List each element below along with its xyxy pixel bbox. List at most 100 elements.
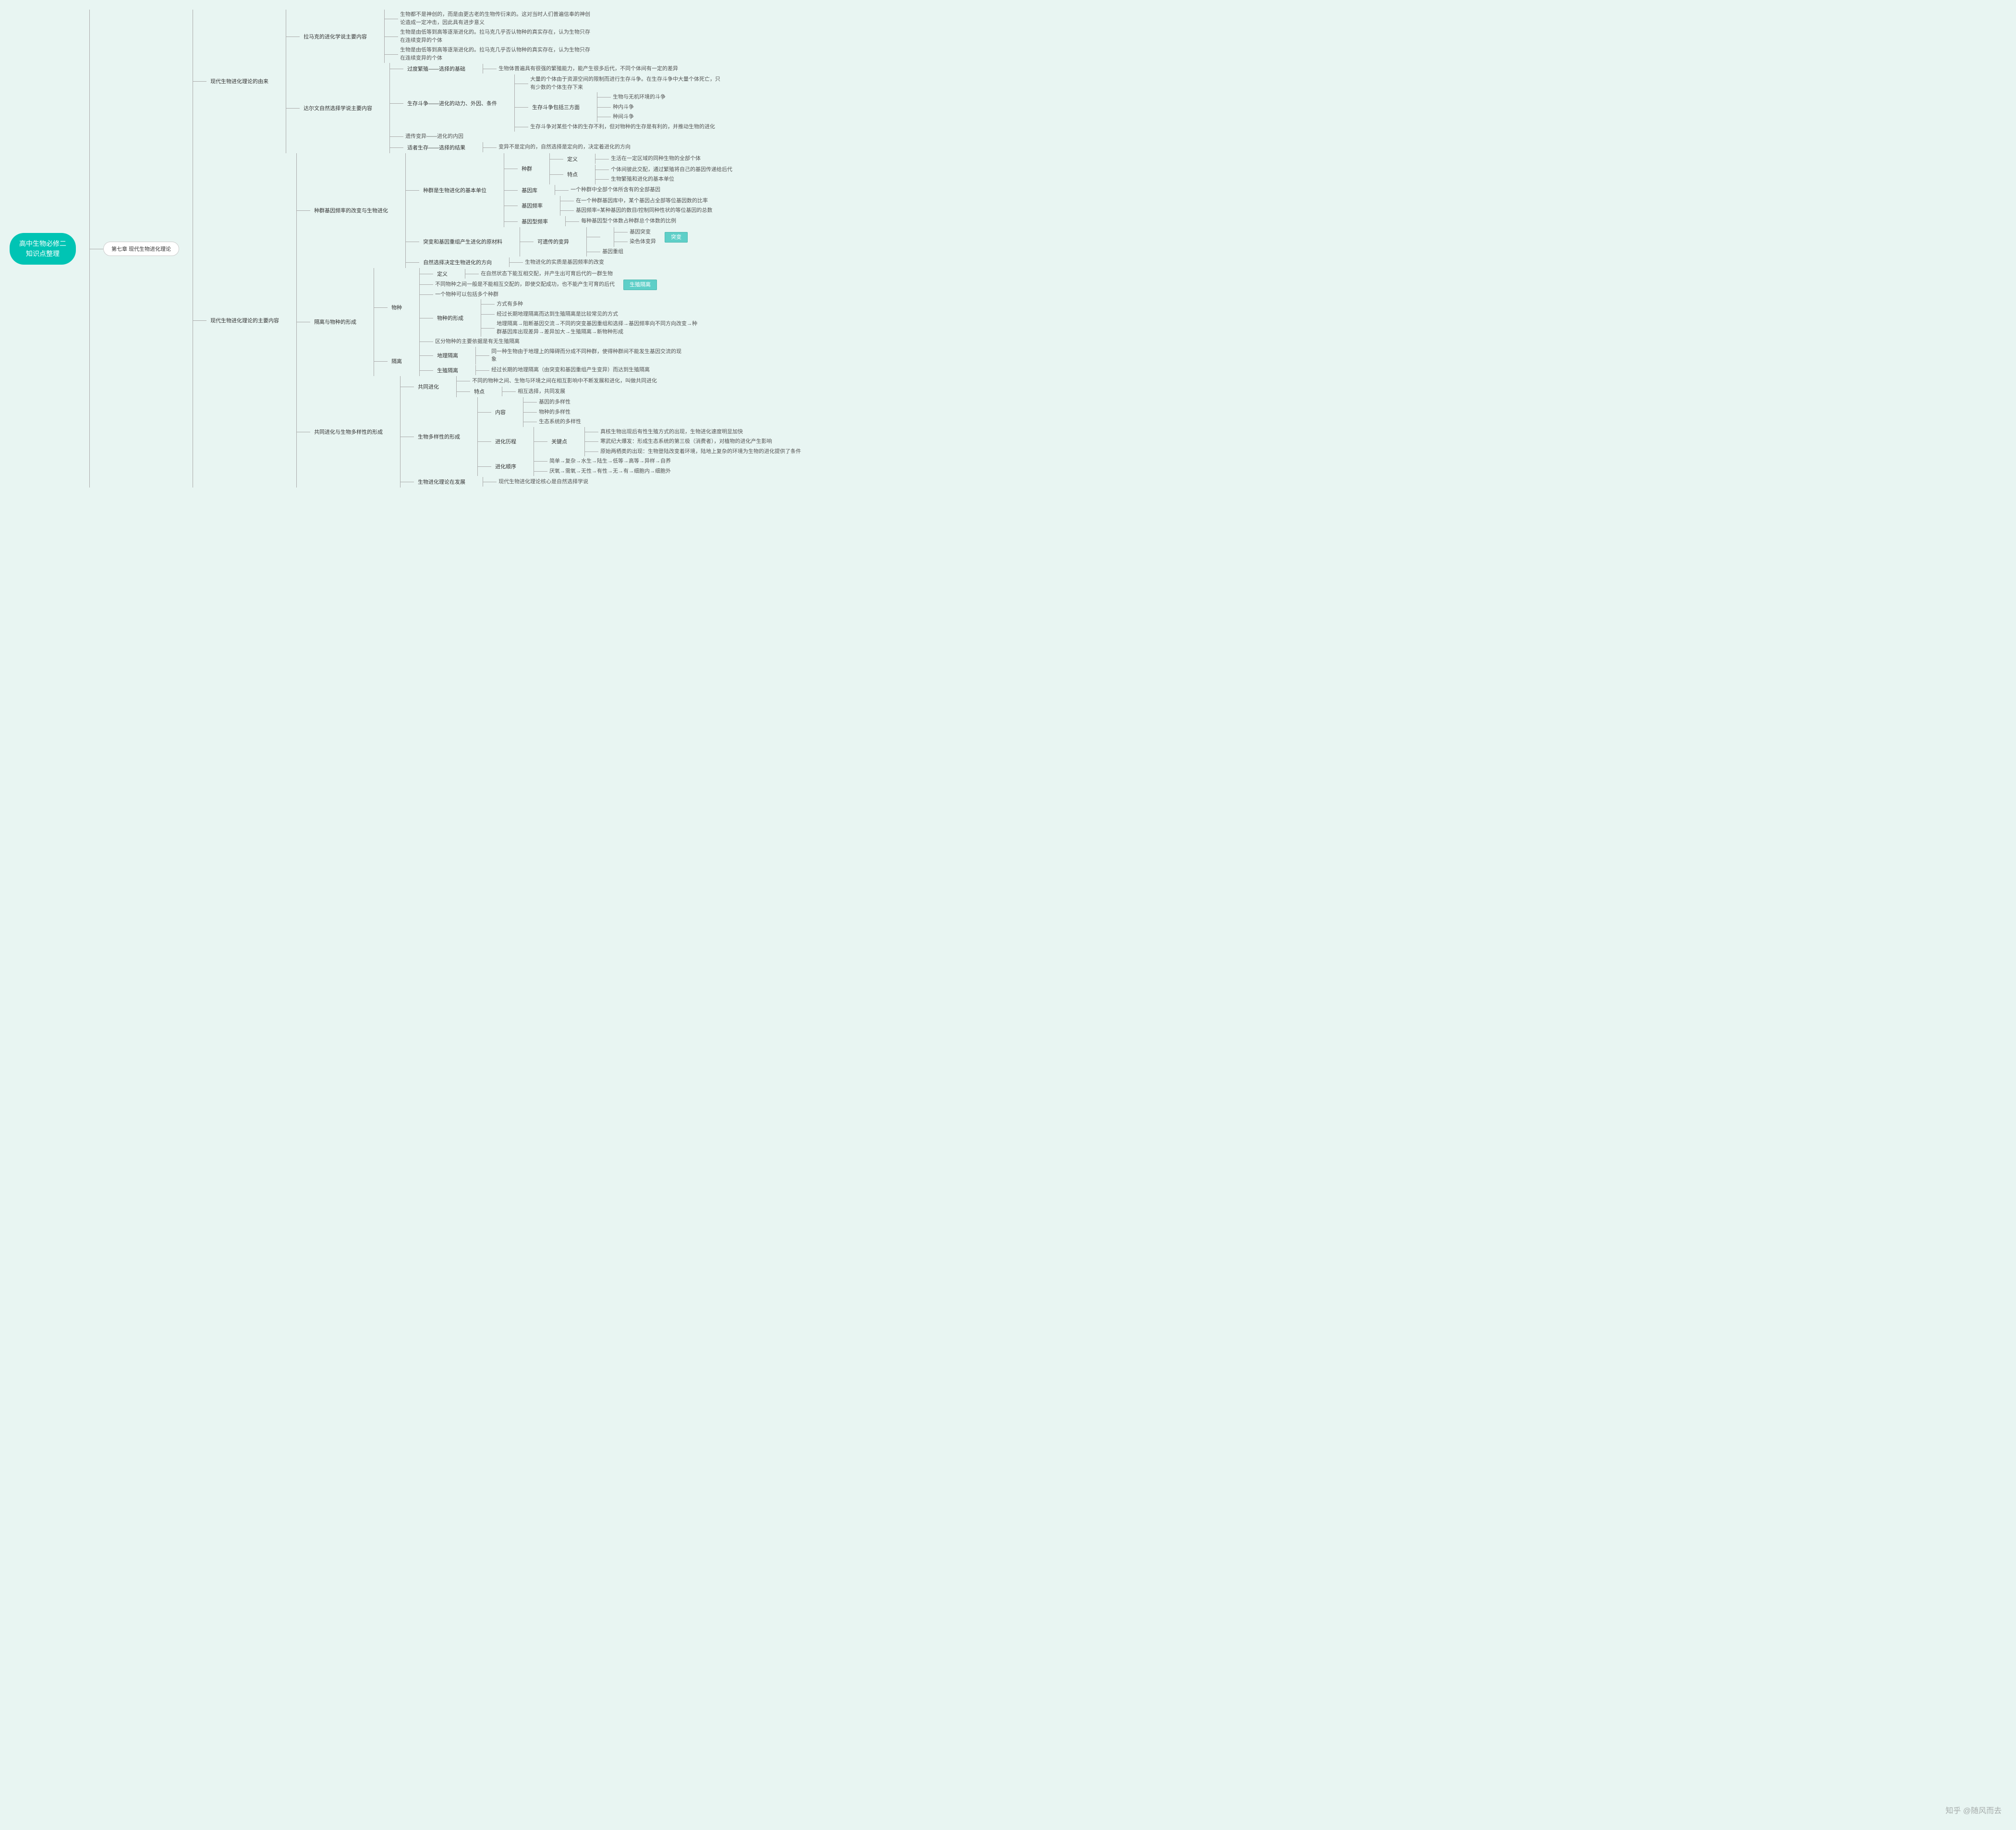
text: 内容 xyxy=(491,406,510,418)
text: 不同的物种之间、生物与环境之间在相互影响中不断发展和进化，叫做共同进化 xyxy=(470,376,657,386)
leaf: 经过长期的地理隔离（由突变和基因重组产生变异）而达到生殖隔离 xyxy=(476,365,650,375)
watermark: 知乎 @随风而去 xyxy=(1945,1804,2002,1816)
chapter-node[interactable]: 第七章 现代生物进化理论 现代生物进化理论的由来 拉马克的进化学说主要内容 生物… xyxy=(90,10,801,488)
root-line2: 知识点整理 xyxy=(19,249,66,259)
darwin-a1[interactable]: 过度繁殖——选择的基础 生物体普遍具有很强的繁殖能力，能产生很多后代，不同个体间… xyxy=(390,63,722,74)
leaf: 种内斗争 xyxy=(597,102,666,112)
text: 现代生物进化理论核心是自然选择学说 xyxy=(497,477,588,487)
darwin-a2[interactable]: 生存斗争——进化的动力、外因、条件 大量的个体由于资源空间的限制而进行生存斗争。… xyxy=(390,74,722,132)
s2p3-node[interactable]: 共同进化与生物多样性的形成 共同进化 不同的物种之间、生物与环境之间在相互影响中… xyxy=(297,376,801,488)
text: 一个物种可以包括多个种群 xyxy=(433,290,498,300)
text: 共同进化与生物多样性的形成 xyxy=(310,426,387,438)
pop-feat[interactable]: 特点 个体间彼此交配，通过繁殖将自己的基因传递给后代 生物繁殖和进化的基本单位 xyxy=(550,165,732,184)
pop-node[interactable]: 种群 定义 生活在一定区域的同种生物的全部个体 xyxy=(504,153,732,184)
leaf: 原始两栖类的出现：生物登陆改变着环境，陆地上复杂的环境为生物的进化提供了条件 xyxy=(585,447,801,457)
dev-node[interactable]: 生物进化理论在发展 现代生物进化理论核心是自然选择学说 xyxy=(401,476,801,488)
rep-iso[interactable]: 生殖隔离 经过长期的地理隔离（由突变和基因重组产生变异）而达到生殖隔离 xyxy=(420,365,683,376)
s2p1-node[interactable]: 种群基因频率的改变与生物进化 种群是生物进化的基本单位 种群 xyxy=(297,153,801,268)
text: 大量的个体由于资源空间的限制而进行生存斗争。在生存斗争中大量个体死亡，只有少数的… xyxy=(528,74,722,92)
div-hist[interactable]: 进化历程 关键点 真核生物出现后有性生殖方式的出现，生物进化速度明显加快 xyxy=(478,427,801,457)
text: 相互选择，共同发展 xyxy=(516,387,565,397)
species-form[interactable]: 物种的形成 方式有多种 经过长期地理隔离而达到生殖隔离是比较常见的方式 地理隔离… xyxy=(420,299,698,337)
text: 区分物种的主要依据是有无生殖隔离 xyxy=(433,337,520,347)
div-node[interactable]: 生物多样性的形成 内容 基因的多样性 物种的多样性 生态系 xyxy=(401,397,801,476)
text: 进化顺序 xyxy=(491,461,520,472)
div-order[interactable]: 进化顺序 简单→复杂→水生→陆生→低等→高等→异样→自养 厌氧→需氧→无性→有性… xyxy=(478,456,801,476)
leaf: 方式有多种 xyxy=(481,299,698,309)
text: 生态系统的多样性 xyxy=(537,417,581,427)
text: 一个种群中全部个体所含有的全部基因 xyxy=(569,185,660,195)
isolation-node[interactable]: 隔离 地理隔离 同一种生物由于地理上的障碍而分成不同种群，使得种群间不能发生基因… xyxy=(374,347,698,376)
leaf: 个体间彼此交配，通过繁殖将自己的基因传递给后代 xyxy=(595,165,732,175)
text: 种间斗争 xyxy=(611,112,634,122)
darwin-a4[interactable]: 适者生存——选择的结果 变异不是定向的，自然选择是定向的，决定着进化的方向 xyxy=(390,142,722,153)
text: 种群是生物进化的基本单位 xyxy=(419,184,490,196)
species-node[interactable]: 物种 定义 在自然状态下能互相交配，并产生出可育后代的一群生物 不同物种之间 xyxy=(374,268,698,347)
text: 生物进化的实质是基因频率的改变 xyxy=(523,257,604,268)
mut-node[interactable]: 突变和基因重组产生进化的原材料 可遗传的变异 xyxy=(406,227,732,257)
mutation-tag[interactable]: 突变 xyxy=(665,232,688,243)
leaf: 生物是由低等到高等逐渐进化的。拉马克几乎否认物种的真实存在，认为生物只存在连续变… xyxy=(385,27,592,45)
text: 简单→复杂→水生→陆生→低等→高等→异样→自养 xyxy=(547,456,671,466)
text: 物种的形成 xyxy=(433,312,467,324)
leaf: 物种的多样性 xyxy=(523,407,581,417)
text: 每种基因型个体数占种群总个体数的比例 xyxy=(579,216,676,226)
leaf: 厌氧→需氧→无性→有性→无→有→细胞内→细胞外 xyxy=(534,466,671,476)
div-content[interactable]: 内容 基因的多样性 物种的多样性 生态系统的多样性 xyxy=(478,397,801,427)
text: 染色体变异 xyxy=(628,237,656,247)
unit-node[interactable]: 种群是生物进化的基本单位 种群 定义 生活在一定 xyxy=(406,153,732,227)
s1-node[interactable]: 现代生物进化理论的由来 拉马克的进化学说主要内容 生物都不是神创的，而是由更古老… xyxy=(193,10,801,153)
text: 生存斗争包括三方面 xyxy=(528,101,583,113)
geo-iso[interactable]: 地理隔离 同一种生物由于地理上的障碍而分成不同种群，使得种群间不能发生基因交流的… xyxy=(420,347,683,365)
leaf: 基因频率=某种基因的数目/控制同种性状的等位基因的总数 xyxy=(560,206,712,216)
leaf: 地理隔离→阻断基因交流→不同的突变基因重组和选择→基因频率向不同方向改变→种群基… xyxy=(481,319,698,337)
darwin-a2-aspects[interactable]: 生存斗争包括三方面 生物与无机环境的斗争 种内斗争 种间斗争 xyxy=(515,92,722,122)
species-def[interactable]: 定义 在自然状态下能互相交配，并产生出可育后代的一群生物 xyxy=(420,268,698,280)
freq-node[interactable]: 基因频率 在一个种群基因库中，某个基因占全部等位基因数的比率 基因频率=某种基因… xyxy=(504,196,732,216)
pop-def[interactable]: 定义 生活在一定区域的同种生物的全部个体 xyxy=(550,153,732,165)
leaf: 现代生物进化理论核心是自然选择学说 xyxy=(483,477,588,487)
text: 经过长期地理隔离而达到生殖隔离是比较常见的方式 xyxy=(495,309,618,319)
heritable-node[interactable]: 可遗传的变异 基因突变 染色体变异 xyxy=(520,227,688,257)
text: 基因库 xyxy=(518,184,541,196)
sel-node[interactable]: 自然选择决定生物进化的方向 生物进化的实质是基因频率的改变 xyxy=(406,256,732,268)
text: 生物是由低等到高等逐渐进化的。拉马克几乎否认物种的真实存在，认为生物只存在连续变… xyxy=(398,27,592,45)
text: 寒武纪大爆发：形成生态系统的第三极（消费者），对植物的进化产生影响 xyxy=(598,437,772,447)
text: 基因型频率 xyxy=(518,216,552,227)
text: 生殖隔离 xyxy=(433,365,462,376)
text: 生存斗争对某些个体的生存不利，但对物种的生存是有利的，并推动生物的进化 xyxy=(528,122,715,132)
s2-node[interactable]: 现代生物进化理论的主要内容 种群基因频率的改变与生物进化 种群是生物进化的基本单… xyxy=(193,153,801,488)
leaf: 一个物种可以包括多个种群 xyxy=(420,290,698,300)
text: 种群 xyxy=(518,163,536,174)
text: 生活在一定区域的同种生物的全部个体 xyxy=(609,154,701,164)
lamarck-label: 拉马克的进化学说主要内容 xyxy=(300,31,371,42)
leaf: 生物繁殖和进化的基本单位 xyxy=(595,174,732,184)
coevo-feat[interactable]: 特点 相互选择，共同发展 xyxy=(457,386,657,397)
mindmap-root: 高中生物必修二 知识点整理 第七章 现代生物进化理论 现代生物进化理论的由来 拉… xyxy=(10,10,2006,488)
darwin-node[interactable]: 达尔文自然选择学说主要内容 过度繁殖——选择的基础 生物体普遍具有很强的繁殖能力… xyxy=(286,63,722,153)
leaf: 生物与无机环境的斗争 xyxy=(597,92,666,102)
text: 进化历程 xyxy=(491,436,520,447)
species-iso: 不同物种之间一般是不能相互交配的，即使交配成功，也不能产生可育的后代 生殖隔离 xyxy=(420,280,698,290)
text: 厌氧→需氧→无性→有性→无→有→细胞内→细胞外 xyxy=(547,466,671,476)
text: 种群基因频率的改变与生物进化 xyxy=(310,205,392,216)
text: 定义 xyxy=(563,153,582,165)
div-key[interactable]: 关键点 真核生物出现后有性生殖方式的出现，生物进化速度明显加快 寒武纪大爆发：形… xyxy=(534,427,801,457)
text: 自然选择决定生物进化的方向 xyxy=(419,256,496,268)
chapter-label: 第七章 现代生物进化理论 xyxy=(103,242,179,256)
reproductive-isolation-tag[interactable]: 生殖隔离 xyxy=(623,280,657,290)
geno-node[interactable]: 基因型频率 每种基因型个体数占种群总个体数的比例 xyxy=(504,216,732,227)
mut-group: 基因突变 染色体变异 突变 xyxy=(587,227,688,247)
text: 同一种生物由于地理上的障碍而分成不同种群，使得种群间不能发生基因交流的现象 xyxy=(489,347,683,365)
root-label: 高中生物必修二 知识点整理 xyxy=(10,233,76,265)
text: 突变和基因重组产生进化的原材料 xyxy=(419,236,506,247)
root-node[interactable]: 高中生物必修二 知识点整理 第七章 现代生物进化理论 现代生物进化理论的由来 拉… xyxy=(10,10,801,488)
s2p2-node[interactable]: 隔离与物种的形成 物种 定义 在自然状态下能互相交配，并产生出可育后代的一群生物 xyxy=(297,268,801,376)
lamarck-node[interactable]: 拉马克的进化学说主要内容 生物都不是神创的，而是由更古老的生物传衍来的。这对当时… xyxy=(286,10,722,63)
leaf: 大量的个体由于资源空间的限制而进行生存斗争。在生存斗争中大量个体死亡，只有少数的… xyxy=(515,74,722,92)
pool-node[interactable]: 基因库 一个种群中全部个体所含有的全部基因 xyxy=(504,184,732,196)
text: 物种的多样性 xyxy=(537,407,571,417)
leaf: 生存斗争对某些个体的生存不利，但对物种的生存是有利的，并推动生物的进化 xyxy=(515,122,722,132)
coevo-node[interactable]: 共同进化 不同的物种之间、生物与环境之间在相互影响中不断发展和进化，叫做共同进化… xyxy=(401,376,801,398)
leaf: 生物是由低等到高等逐渐进化的。拉马克几乎否认物种的真实存在，认为生物只存在连续变… xyxy=(385,45,592,63)
